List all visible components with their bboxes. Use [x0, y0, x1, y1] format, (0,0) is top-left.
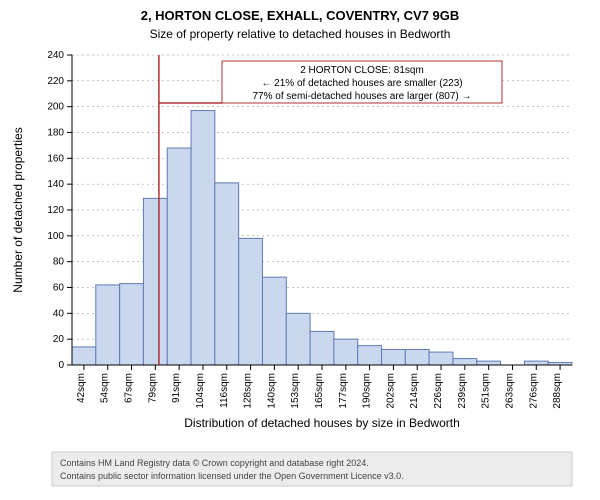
y-tick-label: 0: [58, 360, 64, 371]
x-tick-label: 91sqm: [171, 373, 182, 403]
x-tick-label: 128sqm: [243, 373, 254, 409]
x-tick-label: 104sqm: [195, 373, 206, 409]
x-tick-label: 202sqm: [385, 373, 396, 409]
annotation-line1: 2 HORTON CLOSE: 81sqm: [300, 65, 424, 76]
histogram-bar: [239, 238, 263, 365]
annotation-line2: ← 21% of detached houses are smaller (22…: [261, 78, 462, 89]
x-tick-label: 67sqm: [124, 373, 135, 403]
title-sub: Size of property relative to detached ho…: [150, 27, 451, 41]
y-tick-label: 220: [47, 76, 64, 87]
x-tick-label: 165sqm: [314, 373, 325, 409]
x-tick-label: 42sqm: [76, 373, 87, 403]
x-tick-label: 239sqm: [457, 373, 468, 409]
histogram-bar: [215, 183, 239, 365]
histogram-bar: [167, 148, 191, 365]
x-tick-label: 116sqm: [219, 373, 230, 408]
histogram-bar: [262, 277, 286, 365]
histogram-bar: [96, 285, 120, 365]
histogram-bar: [405, 350, 429, 366]
x-tick-label: 54sqm: [100, 373, 111, 403]
histogram-bar: [453, 359, 477, 365]
histogram-bar: [429, 352, 453, 365]
x-tick-label: 190sqm: [362, 373, 373, 409]
histogram-bar: [524, 361, 548, 365]
title-main: 2, HORTON CLOSE, EXHALL, COVENTRY, CV7 9…: [141, 8, 460, 23]
histogram-bar: [310, 331, 334, 365]
y-tick-label: 80: [53, 257, 65, 268]
plot-area: 0 20 40 60 80 100 120 140 160 180 200 220 240 42sqm 54…: [47, 50, 572, 409]
y-tick-label: 120: [47, 205, 64, 216]
annotation-line3: 77% of semi-detached houses are larger (…: [252, 91, 471, 102]
y-tick-label: 60: [53, 283, 65, 294]
histogram-bar: [286, 313, 310, 365]
histogram-bar: [191, 111, 215, 365]
x-tick-label: 263sqm: [504, 373, 515, 409]
x-tick-label: 140sqm: [266, 373, 277, 409]
x-tick-label: 276sqm: [528, 373, 539, 409]
y-tick-label: 200: [47, 102, 64, 113]
histogram-bar: [143, 198, 167, 365]
y-tick-label: 20: [53, 334, 65, 345]
x-tick-label: 79sqm: [147, 373, 158, 403]
x-tick-label: 153sqm: [290, 373, 301, 409]
footer-line1: Contains HM Land Registry data © Crown c…: [60, 458, 369, 468]
y-tick-label: 240: [47, 50, 64, 61]
histogram-bar: [382, 350, 406, 366]
y-axis-label: Number of detached properties: [11, 127, 25, 292]
y-tick-label: 40: [53, 308, 65, 319]
x-tick-label: 214sqm: [409, 373, 420, 409]
y-tick-label: 100: [47, 231, 64, 242]
x-tick-label: 226sqm: [433, 373, 444, 409]
histogram-bar: [72, 347, 96, 365]
x-axis-label: Distribution of detached houses by size …: [184, 416, 460, 430]
y-tick-label: 140: [47, 179, 64, 190]
x-tick-label: 288sqm: [552, 373, 563, 409]
footer-line2: Contains public sector information licen…: [60, 471, 404, 481]
x-tick-label: 251sqm: [481, 373, 492, 409]
histogram-bar: [334, 339, 358, 365]
x-tick-label: 177sqm: [338, 373, 349, 409]
histogram-bar: [358, 346, 382, 365]
y-tick-label: 160: [47, 153, 64, 164]
y-tick-label: 180: [47, 128, 64, 139]
chart-svg: 2, HORTON CLOSE, EXHALL, COVENTRY, CV7 9…: [0, 0, 600, 500]
histogram-bar: [477, 361, 501, 365]
histogram-bar: [120, 284, 144, 365]
